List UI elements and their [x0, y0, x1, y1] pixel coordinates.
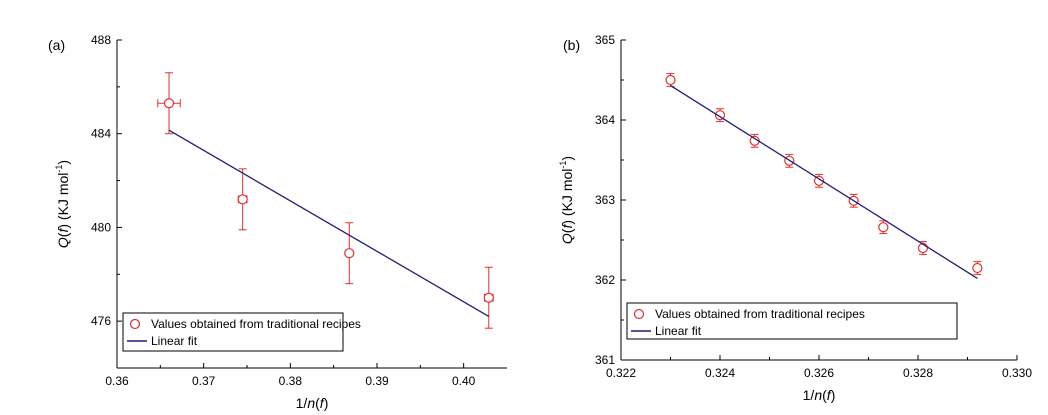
y-tick-label: 480 [91, 220, 111, 234]
y-tick-label: 488 [91, 33, 111, 47]
x-tick-label: 0.39 [365, 374, 389, 388]
panel-label: (b) [563, 37, 580, 53]
legend: Values obtained from traditional recipes… [122, 312, 361, 352]
data-marker [878, 222, 889, 233]
legend-box [122, 312, 344, 352]
x-tick-label: 0.37 [192, 374, 216, 388]
chart-panel-a: 0.36 0.37 0.38 0.39 0.40 476 480 484 488 (a) 1/n(f… [48, 33, 507, 411]
panel-label: (a) [48, 37, 65, 53]
data-point [749, 133, 760, 148]
data-point [344, 222, 355, 285]
legend-label: Linear fit [151, 334, 198, 348]
data-marker [972, 262, 983, 274]
y-tick-label: 484 [91, 127, 111, 141]
legend-marker [129, 318, 141, 330]
y-tick-label: 363 [595, 193, 615, 207]
data-point [237, 168, 248, 231]
chart-panel-b: 0.322 0.324 0.326 0.328 0.330 361 362 363 364 365… [558, 33, 1032, 403]
x-axis-label: 1/n(f) [803, 387, 836, 403]
legend-label: Values obtained from traditional recipes [151, 317, 361, 331]
x-tick-label: 0.36 [105, 374, 129, 388]
data-marker [163, 98, 175, 109]
y-tick-label: 361 [595, 353, 615, 367]
legend-box [626, 302, 958, 340]
x-tick-label: 0.38 [279, 374, 303, 388]
data-point [878, 220, 889, 235]
data-point [665, 73, 676, 87]
data-marker [344, 248, 355, 259]
x-tick-label: 0.40 [452, 374, 476, 388]
data-marker [237, 194, 248, 205]
legend-label: Values obtained from traditional recipes [655, 307, 865, 321]
data-point [813, 173, 825, 188]
fit-line [168, 129, 490, 318]
data-marker [813, 175, 825, 186]
legend-marker [633, 308, 645, 320]
data-marker [483, 292, 494, 303]
data-point [483, 266, 494, 329]
y-tick-label: 476 [91, 314, 111, 328]
legend-label: Linear fit [655, 324, 702, 338]
x-tick-label: 0.328 [903, 366, 933, 380]
y-axis-label: Q(f) (KJ mol-1) [558, 156, 575, 244]
legend: Values obtained from traditional recipes… [626, 302, 958, 340]
x-tick-label: 0.324 [705, 366, 735, 380]
x-tick-label: 0.330 [1002, 366, 1032, 380]
y-tick-label: 362 [595, 273, 615, 287]
y-tick-label: 365 [595, 33, 615, 47]
data-marker [665, 74, 676, 86]
x-tick-label: 0.326 [804, 366, 834, 380]
data-point [972, 261, 983, 275]
y-axis-label: Q(f) (KJ mol-1) [54, 160, 71, 248]
y-tick-label: 364 [595, 113, 615, 127]
x-axis-label: 1/n(f) [296, 395, 329, 411]
fit-line [670, 85, 978, 279]
x-tick-label: 0.322 [606, 366, 636, 380]
data-point [157, 72, 181, 135]
